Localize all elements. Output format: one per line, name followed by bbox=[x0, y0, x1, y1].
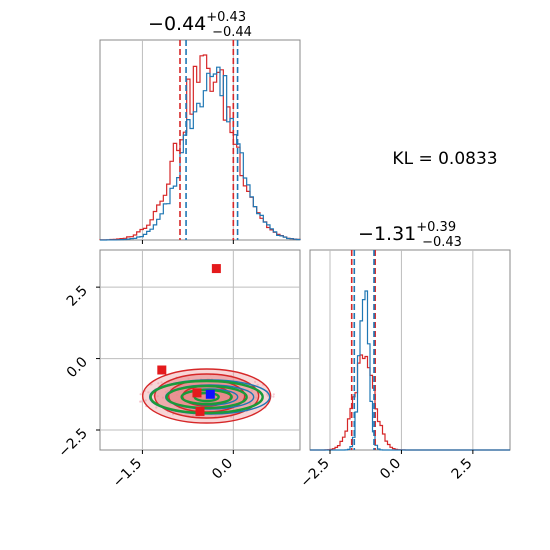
scatter-point bbox=[254, 380, 257, 383]
title-1-minus: −0.44 bbox=[212, 25, 252, 40]
scatter-panel bbox=[99, 249, 301, 451]
scatter-point bbox=[150, 383, 153, 386]
hist-x-red-series bbox=[99, 54, 301, 241]
scatter-point bbox=[160, 381, 163, 384]
green-density-contour-0 bbox=[149, 379, 264, 415]
hist-x-panel bbox=[99, 39, 301, 241]
title-1-median: −0.44 bbox=[148, 13, 206, 35]
marker-square-4 bbox=[205, 389, 215, 399]
tick-label-x2-1: 0.0 bbox=[377, 456, 404, 483]
title-2-median: −1.31 bbox=[358, 223, 416, 245]
marker-square-1 bbox=[157, 365, 167, 375]
tick-label-y2-1: 0.0 bbox=[64, 354, 91, 381]
scatter-point bbox=[140, 400, 143, 403]
tick-label-x2-0: −2.5 bbox=[297, 456, 332, 491]
hist-y-red-series bbox=[310, 354, 510, 451]
marker-square-2 bbox=[195, 406, 205, 416]
title-2-plus: +0.39 bbox=[416, 220, 456, 235]
scatter-point bbox=[272, 393, 275, 396]
marker-square-3 bbox=[192, 388, 202, 398]
tick-label-x1-0: −1.5 bbox=[110, 456, 145, 491]
marker-square-0 bbox=[211, 264, 221, 274]
hist-x-blue-series bbox=[100, 66, 301, 241]
tick-label-x2-2: 2.5 bbox=[449, 456, 476, 483]
tick-label-x1-1: 0.0 bbox=[209, 456, 236, 483]
scatter-point bbox=[157, 382, 160, 385]
green-density-contour-1 bbox=[165, 384, 248, 410]
title-2-minus: −0.43 bbox=[422, 235, 462, 250]
hist-y-panel bbox=[309, 249, 511, 451]
tick-label-y2-2: 2.5 bbox=[64, 283, 91, 310]
scatter-point bbox=[272, 395, 275, 398]
scatter-point bbox=[144, 399, 147, 402]
title-param-2: −1.31+0.39 −0.43 bbox=[358, 220, 462, 250]
scatter-point bbox=[139, 393, 142, 396]
scatter-point bbox=[266, 394, 269, 397]
scatter-point bbox=[155, 406, 158, 409]
tick-label-y2-0: −2.5 bbox=[55, 426, 90, 461]
kl-annotation: KL = 0.0833 bbox=[392, 149, 497, 169]
title-param-1: −0.44+0.43 −0.44 bbox=[148, 10, 252, 40]
hist-y-blue-series bbox=[310, 290, 510, 451]
scatter-point bbox=[147, 391, 150, 394]
scatter-point bbox=[256, 383, 259, 386]
title-1-plus: +0.43 bbox=[206, 10, 246, 25]
